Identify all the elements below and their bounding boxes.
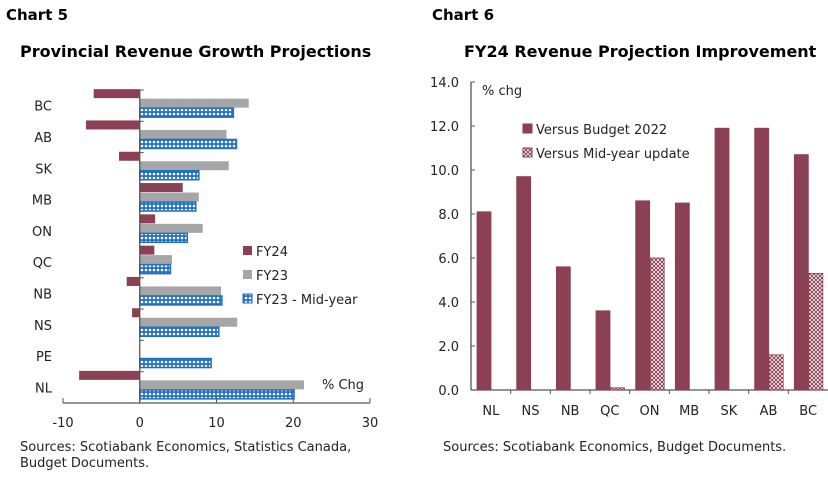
- bar-versus-budget-2022: [635, 200, 651, 391]
- y-tick-label: 14.0: [430, 76, 459, 91]
- category-label: NB: [561, 404, 580, 419]
- category-label: NS: [522, 404, 540, 419]
- bar-fy23-mid-year: [139, 326, 220, 337]
- chart6-source: Sources: Scotiabank Economics, Budget Do…: [443, 440, 787, 455]
- bar-fy23: [139, 129, 227, 139]
- bar-fy24: [139, 214, 156, 224]
- legend-label: FY23 - Mid-year: [256, 293, 358, 308]
- chart5-title: Provincial Revenue Growth Projections: [20, 42, 372, 61]
- y-tick-label: 10.0: [430, 164, 459, 179]
- bar-fy23: [139, 255, 172, 265]
- bar-fy24: [126, 276, 140, 286]
- unit-label: % chg: [482, 84, 522, 99]
- bar-fy23-mid-year: [139, 232, 189, 244]
- legend-swatch: [522, 147, 533, 158]
- x-tick-label: 30: [362, 416, 379, 431]
- chart6-title: FY24 Revenue Projection Improvement: [464, 42, 817, 61]
- category-label: QC: [33, 256, 52, 271]
- category-label: NL: [482, 404, 500, 419]
- legend-swatch: [522, 123, 533, 134]
- y-tick-label: 0.0: [438, 384, 459, 399]
- category-label: AB: [760, 404, 778, 419]
- bar-fy23-mid-year: [139, 170, 200, 181]
- bar-fy23-mid-year: [139, 201, 197, 212]
- bar-versus-budget-2022: [516, 176, 532, 391]
- category-label: MB: [679, 404, 699, 419]
- bar-fy23: [139, 192, 199, 202]
- bar-fy23-mid-year: [139, 389, 295, 400]
- bar-fy23-mid-year: [139, 107, 235, 118]
- bar-fy23: [139, 223, 203, 233]
- unit-label: % Chg: [322, 378, 364, 393]
- y-tick-label: 8.0: [438, 208, 459, 223]
- legend-label: Versus Budget 2022: [536, 123, 667, 138]
- category-label: AB: [34, 131, 52, 146]
- bar-versus-budget-2022: [555, 266, 571, 391]
- category-label: NL: [35, 381, 53, 396]
- chart5-source: Sources: Scotiabank Economics, Statistic…: [20, 440, 352, 471]
- bar-versus-budget-2022: [674, 202, 690, 391]
- bar-fy24: [139, 245, 155, 255]
- bar-versus-mid-year-update: [768, 354, 784, 391]
- legend-label: Versus Mid-year update: [536, 147, 690, 162]
- category-label: PE: [36, 350, 52, 365]
- bar-versus-budget-2022: [714, 127, 730, 391]
- bar-fy23-mid-year: [139, 357, 212, 369]
- bar-fy24: [79, 370, 140, 380]
- y-tick-label: 6.0: [438, 252, 459, 267]
- bar-versus-budget-2022: [793, 154, 809, 391]
- bar-versus-budget-2022: [595, 310, 611, 391]
- category-label: MB: [32, 194, 52, 209]
- bar-fy24: [132, 308, 140, 318]
- legend-swatch: [243, 270, 252, 279]
- y-tick-label: 2.0: [438, 340, 459, 355]
- category-label: BC: [799, 404, 817, 419]
- chart5-plot: BC AB SK MB ON QC NB NS PE NL -10 0 10 20 30 % Chg FY24 F…: [32, 89, 378, 431]
- legend-label: FY24: [256, 245, 288, 260]
- bar-versus-mid-year-update: [808, 272, 824, 391]
- bar-fy23-mid-year: [139, 138, 238, 150]
- chart5-label: Chart 5: [6, 6, 69, 24]
- chart6-label: Chart 6: [432, 6, 495, 24]
- bar-fy23-mid-year: [139, 295, 223, 306]
- legend-label: FY23: [256, 269, 288, 284]
- bar-versus-budget-2022: [754, 127, 770, 391]
- category-label: QC: [600, 404, 619, 419]
- bar-fy24: [119, 151, 140, 161]
- legend-swatch: [243, 246, 252, 255]
- bar-versus-mid-year-update: [610, 387, 625, 391]
- bar-fy23: [139, 98, 249, 108]
- category-label: NB: [33, 287, 52, 302]
- chart6-plot: 0.0 2.0 4.0 6.0 8.0 10.0 12.0 14.0 NL NS NB QC ON MB S…: [430, 76, 828, 419]
- bar-fy24: [93, 89, 140, 99]
- category-label: ON: [32, 225, 52, 240]
- category-label: NS: [34, 319, 52, 334]
- bar-fy23-mid-year: [139, 263, 172, 275]
- bar-versus-mid-year-update: [649, 257, 665, 391]
- category-label: SK: [720, 404, 737, 419]
- bar-fy23: [139, 286, 222, 296]
- x-tick-label: 0: [136, 416, 144, 431]
- bar-fy24: [139, 183, 183, 193]
- category-label: BC: [34, 100, 52, 115]
- x-tick-label: 20: [285, 416, 302, 431]
- y-tick-label: 12.0: [430, 120, 459, 135]
- category-label: ON: [640, 404, 660, 419]
- y-tick-label: 4.0: [438, 296, 459, 311]
- bar-fy24: [86, 120, 140, 130]
- bar-fy23: [139, 161, 229, 171]
- bar-versus-budget-2022: [476, 211, 492, 391]
- bar-fy23: [139, 380, 304, 390]
- legend-swatch: [242, 293, 253, 304]
- x-tick-label: -10: [52, 416, 73, 431]
- x-tick-label: 10: [208, 416, 225, 431]
- bar-fy23: [139, 317, 238, 327]
- category-label: SK: [35, 162, 52, 177]
